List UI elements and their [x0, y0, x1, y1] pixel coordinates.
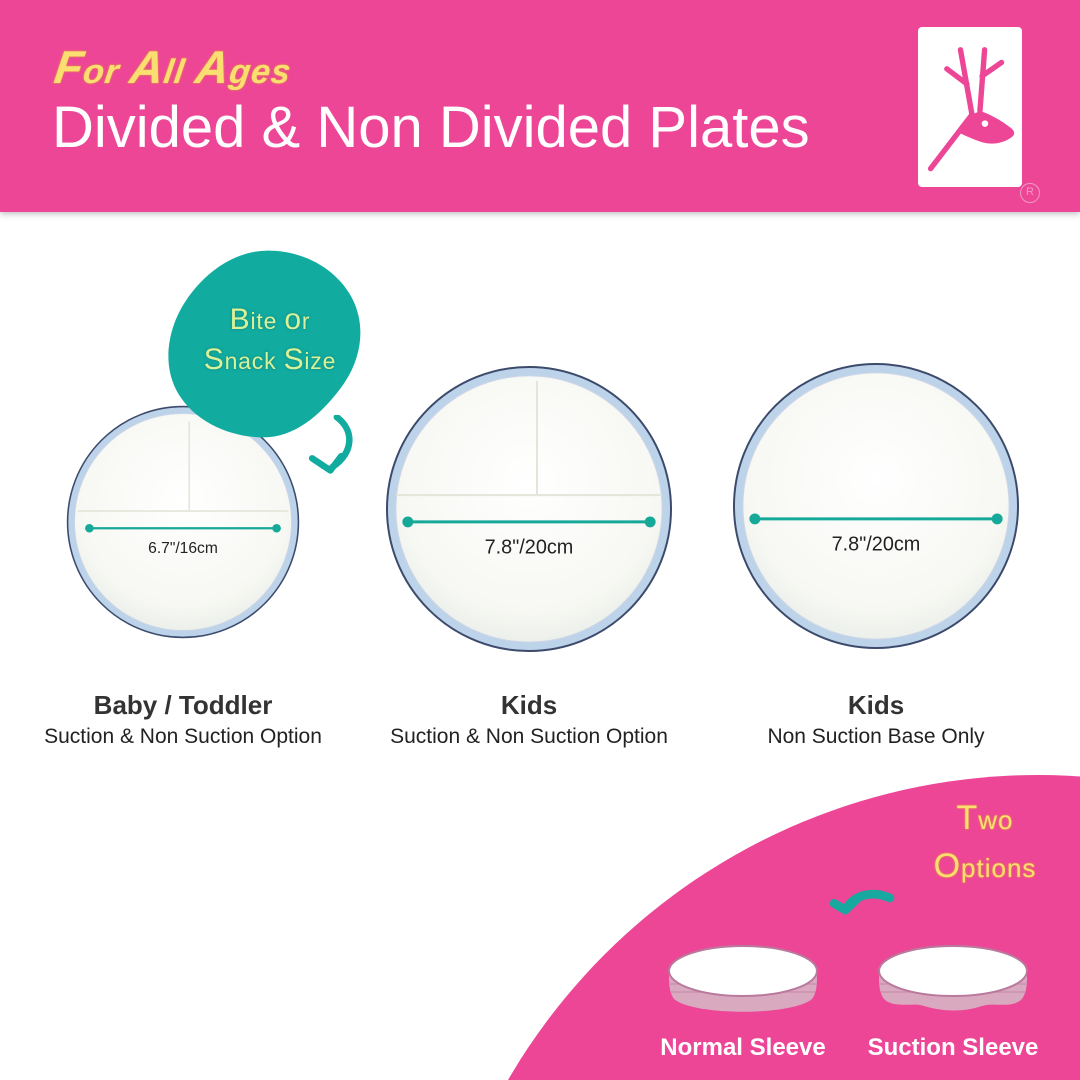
svg-text:7.8"/20cm: 7.8"/20cm — [485, 537, 574, 559]
svg-text:7.8"/20cm: 7.8"/20cm — [832, 534, 921, 556]
svg-text:6.7"/16cm: 6.7"/16cm — [148, 540, 218, 557]
